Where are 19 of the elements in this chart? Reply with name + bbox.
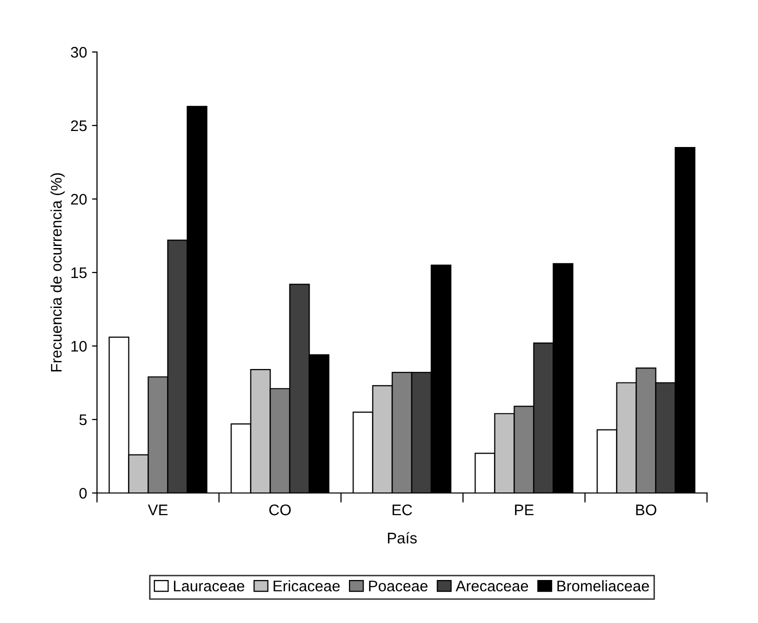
y-tick-label: 25 <box>71 120 87 132</box>
x-tick-label: PE <box>515 504 534 516</box>
y-tick-label: 30 <box>70 46 87 58</box>
y-tick-label: 5 <box>79 414 87 426</box>
legend-label: Ericaceae <box>274 580 340 592</box>
legend-label: Lauraceae <box>174 580 244 592</box>
x-axis-title: País <box>388 532 417 544</box>
legend-label: Arecaceae <box>456 580 528 592</box>
x-tick-label: VE <box>148 504 168 516</box>
x-tick-label: BO <box>636 504 656 516</box>
legend-label: Bromeliaceae <box>557 580 649 592</box>
x-tick-label: CO <box>269 504 291 516</box>
y-tick-label: 15 <box>71 268 87 278</box>
x-tick-label: EC <box>392 504 412 516</box>
y-tick-label: 20 <box>71 194 87 205</box>
y-tick-label: 0 <box>79 488 87 499</box>
legend-label: Poaceae <box>369 580 428 592</box>
y-axis-title: Frecuencia de ocurrencia (%) <box>50 173 65 372</box>
y-tick-label: 10 <box>71 340 87 352</box>
